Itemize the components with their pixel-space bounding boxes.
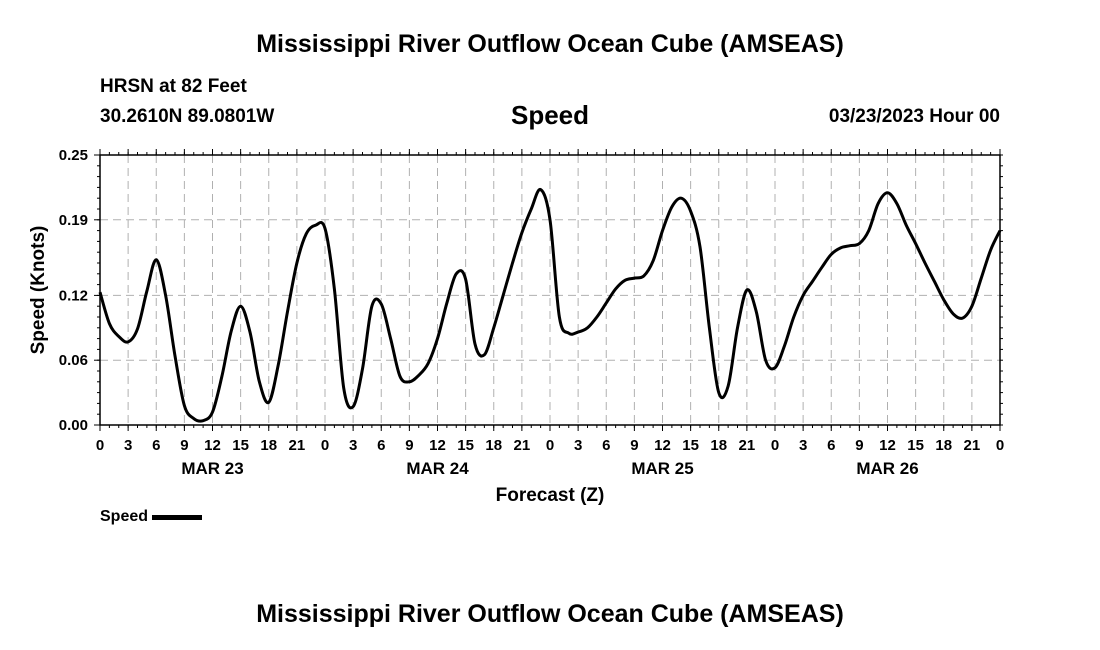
plot-area: 0.25 0.19 0.12 0.06 0.00 0 3 6 9 12 15 18 21 0 3 6 9 12 15… [59,147,1004,478]
y-tick-label: 0.00 [59,417,88,434]
x-tick-label: 0 [996,437,1004,454]
x-tick-label: 6 [827,437,835,454]
y-tick-label: 0.12 [59,287,88,304]
variable-title: Speed [510,100,590,130]
footer-title: Mississippi River Outflow Ocean Cube (AM… [256,600,844,628]
x-tick-label: 0 [321,437,329,454]
forecast-datetime: 03/23/2023 Hour 00 [828,106,1000,127]
x-tick-label: 21 [739,437,756,454]
x-tick-label: 0 [96,437,104,454]
x-tick-label: 9 [630,437,638,454]
x-tick-label: 21 [289,437,306,454]
y-tick-label: 0.25 [59,147,88,164]
legend: Speed [100,508,203,526]
x-tick-label: 18 [485,437,502,454]
station-label: HRSN at 82 Feet [100,76,247,97]
x-axis-label: Forecast (Z) [496,485,605,506]
x-tick-label: 21 [514,437,531,454]
chart-title: Mississippi River Outflow Ocean Cube (AM… [256,30,844,58]
day-label: MAR 24 [406,459,469,478]
x-tick-label: 15 [682,437,699,454]
day-label: MAR 23 [181,459,243,478]
x-tick-label: 6 [152,437,160,454]
speed-series-line [98,188,1002,423]
y-tick-label: 0.19 [59,212,88,229]
x-tick-label: 15 [907,437,924,454]
y-tick-label: 0.06 [59,352,88,369]
x-tick-label: 21 [964,437,981,454]
day-label: MAR 25 [631,459,693,478]
day-label: MAR 26 [856,459,918,478]
x-tick-label: 3 [349,437,357,454]
y-axis-label: Speed (Knots) [28,226,49,355]
x-tick-label: 12 [654,437,671,454]
x-tick-label: 0 [771,437,779,454]
x-tick-label: 18 [260,437,277,454]
legend-label: Speed [100,508,149,525]
x-tick-label: 18 [710,437,727,454]
legend-swatch [152,514,203,520]
x-tick-label: 9 [180,437,188,454]
coordinates-label: 30.2610N 89.0801W [100,106,275,127]
x-tick-label: 3 [574,437,582,454]
plot-frame [99,154,1001,426]
x-tick-label: 3 [799,437,807,454]
x-tick-label: 15 [232,437,249,454]
x-tick-label: 9 [405,437,413,454]
x-tick-label: 12 [879,437,896,454]
x-tick-label: 12 [204,437,221,454]
x-tick-label: 6 [602,437,610,454]
x-tick-label: 6 [377,437,385,454]
x-tick-label: 12 [429,437,446,454]
x-tick-label: 3 [124,437,132,454]
x-tick-label: 9 [855,437,863,454]
x-tick-label: 15 [457,437,474,454]
x-tick-label: 0 [546,437,554,454]
x-tick-label: 18 [935,437,952,454]
